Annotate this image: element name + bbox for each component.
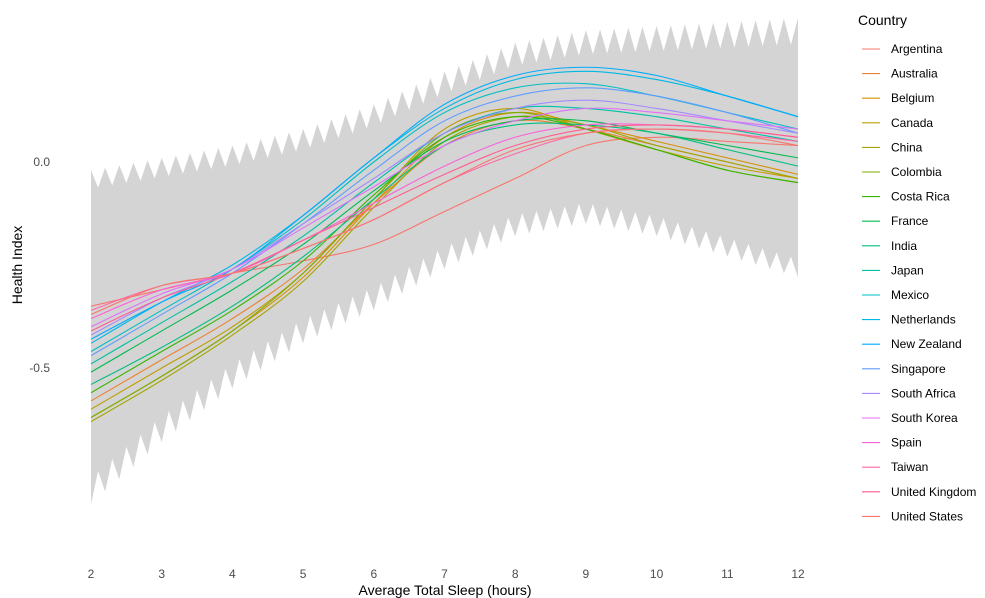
legend-title: Country — [858, 12, 907, 28]
y-tick-label: -0.5 — [29, 361, 50, 375]
x-axis-ticks: 2 3 4 5 6 7 8 9 10 11 12 — [88, 567, 805, 581]
y-tick-label: 0.0 — [33, 155, 50, 169]
x-tick-label: 12 — [791, 567, 805, 581]
legend-label: South Africa — [891, 386, 956, 400]
legend-label: Belgium — [891, 91, 934, 105]
legend-label: Mexico — [891, 288, 929, 302]
legend-label: United States — [891, 509, 963, 523]
x-tick-label: 3 — [158, 567, 165, 581]
legend-label: Singapore — [891, 362, 946, 376]
legend-label: Spain — [891, 436, 922, 450]
legend-label: Netherlands — [891, 313, 956, 327]
series-line-singapore — [90, 87, 799, 357]
series-line-united-kingdom — [90, 124, 799, 332]
x-tick-label: 6 — [370, 567, 377, 581]
legend-label: Japan — [891, 263, 924, 277]
legend-label: Argentina — [891, 42, 943, 56]
x-tick-label: 8 — [512, 567, 519, 581]
legend-label: South Korea — [891, 411, 958, 425]
legend-label: Canada — [891, 116, 933, 130]
x-tick-label: 2 — [88, 567, 95, 581]
y-axis-ticks: 0.0 -0.5 — [29, 155, 50, 375]
confidence-band-area — [91, 17, 798, 504]
legend-label: India — [891, 239, 917, 253]
x-tick-label: 4 — [229, 567, 236, 581]
series-line-china — [90, 115, 799, 423]
x-tick-label: 9 — [583, 567, 590, 581]
legend-label: France — [891, 214, 929, 228]
legend-label: Colombia — [891, 165, 942, 179]
confidence-band — [91, 17, 798, 504]
x-axis-title: Average Total Sleep (hours) — [358, 582, 531, 598]
y-axis-title: Health Index — [9, 226, 25, 305]
legend-label: United Kingdom — [891, 485, 976, 499]
series-line-south-korea — [90, 107, 799, 328]
legend-label: Australia — [891, 67, 938, 81]
series-lines — [90, 66, 799, 423]
x-tick-label: 5 — [300, 567, 307, 581]
legend-label: New Zealand — [891, 337, 962, 351]
legend-label: Costa Rica — [891, 190, 950, 204]
legend-label: China — [891, 140, 923, 154]
x-tick-label: 10 — [650, 567, 664, 581]
x-tick-label: 7 — [441, 567, 448, 581]
x-tick-label: 11 — [721, 567, 734, 581]
series-line-costa-rica — [90, 116, 799, 394]
series-line-united-states — [90, 128, 799, 315]
legend-label: Taiwan — [891, 460, 928, 474]
legend: Country Argentina Australia Belgium Canada C… — [858, 12, 976, 523]
